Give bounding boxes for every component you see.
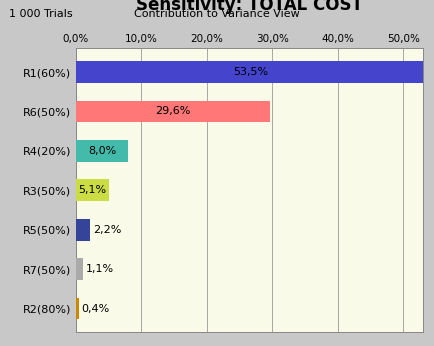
- Bar: [76, 219, 90, 240]
- Text: 53,5%: 53,5%: [233, 67, 269, 77]
- Bar: [76, 180, 109, 201]
- Text: 5,1%: 5,1%: [79, 185, 107, 195]
- Bar: [76, 140, 128, 162]
- Text: 1,1%: 1,1%: [86, 264, 114, 274]
- Text: 29,6%: 29,6%: [155, 107, 191, 117]
- Text: 0,4%: 0,4%: [81, 303, 109, 313]
- Bar: [76, 258, 83, 280]
- Title: Sensitivity: TOTAL COST: Sensitivity: TOTAL COST: [136, 0, 363, 13]
- Bar: [76, 298, 79, 319]
- Bar: [76, 61, 427, 83]
- Text: 1 000 Trials: 1 000 Trials: [9, 9, 72, 19]
- Bar: [76, 101, 270, 122]
- Text: 2,2%: 2,2%: [93, 225, 122, 235]
- Text: 8,0%: 8,0%: [88, 146, 116, 156]
- Text: Contribution to Variance View: Contribution to Variance View: [134, 9, 300, 19]
